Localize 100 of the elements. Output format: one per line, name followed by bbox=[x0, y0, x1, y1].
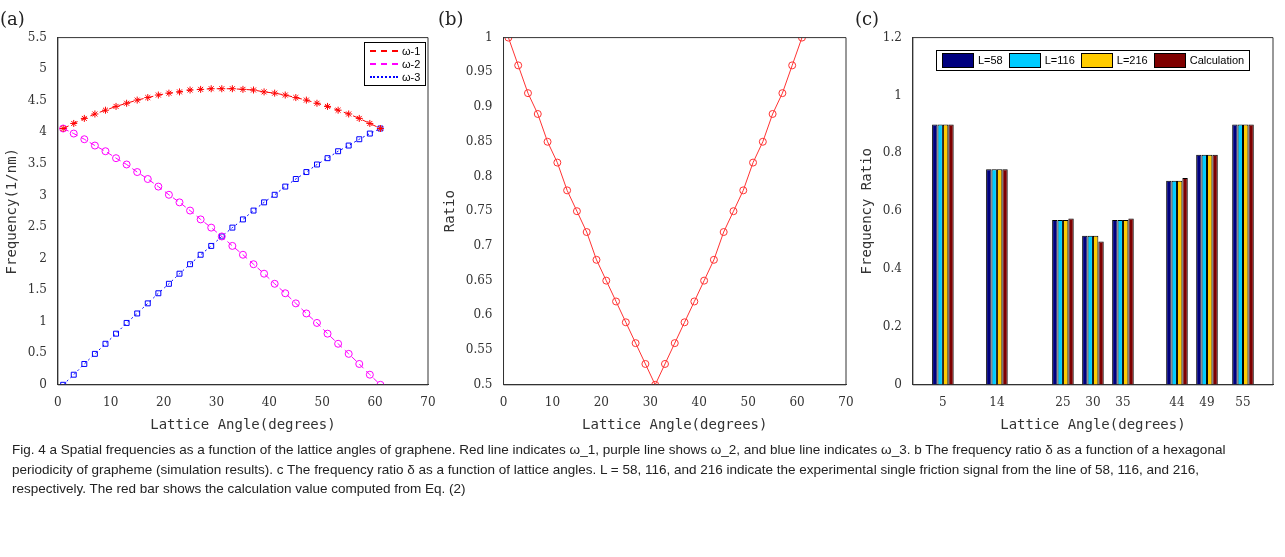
point bbox=[239, 216, 246, 223]
point bbox=[303, 169, 310, 176]
point bbox=[208, 242, 215, 249]
point bbox=[228, 241, 237, 250]
y-tick-label: 0.6 bbox=[473, 307, 493, 322]
x-tick-label: 40 bbox=[261, 395, 278, 410]
point bbox=[334, 106, 343, 115]
point bbox=[302, 309, 311, 318]
point bbox=[533, 109, 542, 118]
x-tick-label: 14 bbox=[989, 395, 1005, 410]
x-tick-label: 0 bbox=[54, 395, 62, 410]
x-tick-label: 0 bbox=[499, 395, 508, 410]
point bbox=[238, 85, 247, 94]
y-tick-label: 0.8 bbox=[473, 168, 493, 183]
x-tick-label: 30 bbox=[208, 395, 225, 410]
legend-label: L=216 bbox=[1116, 54, 1148, 67]
point bbox=[323, 329, 332, 338]
point bbox=[313, 161, 320, 168]
caption: Fig. 4 a Spatial frequencies as a function of the lattice angles of graphene. Red line indicates ω_1, purple line shows ω_2, and blue line indicates ω_3. b The frequency ratio δ as a function of a hexagonal periodicity of grapheme (simulation results). c The frequency ratio δ as a function of lattice angles. L = 58, 116, and 216 indicate the experimental single friction signal from the line of 58, 116, and 216, respectively. The red bar shows the calculation value computed from Eq. (2) bbox=[12, 441, 1227, 499]
x-tick-label: 60 bbox=[367, 395, 383, 410]
legend-label: L=116 bbox=[1044, 54, 1075, 67]
point bbox=[291, 299, 300, 308]
point bbox=[90, 109, 99, 118]
point bbox=[217, 84, 226, 93]
x-tick-label: 10 bbox=[544, 395, 561, 410]
point bbox=[553, 158, 562, 167]
point bbox=[101, 106, 110, 115]
point bbox=[207, 223, 216, 232]
y-tick-label: 0.6 bbox=[882, 203, 902, 218]
point bbox=[270, 279, 279, 288]
point bbox=[133, 96, 142, 105]
y-axis-title: Ratio bbox=[441, 190, 458, 233]
x-tick-label: 49 bbox=[1199, 395, 1215, 410]
point bbox=[250, 207, 257, 214]
point bbox=[165, 280, 172, 287]
y-tick-label: 0.5 bbox=[27, 345, 47, 360]
point bbox=[778, 89, 787, 98]
y-tick-label: 0.8 bbox=[882, 145, 902, 160]
point bbox=[112, 154, 121, 163]
x-tick-label: 50 bbox=[314, 395, 330, 410]
point bbox=[355, 114, 364, 123]
point bbox=[680, 318, 689, 327]
x-tick-label: 40 bbox=[691, 395, 707, 410]
point bbox=[154, 91, 163, 100]
legend-label: L=58 bbox=[977, 54, 1003, 67]
point bbox=[249, 260, 258, 269]
point bbox=[229, 224, 236, 231]
point bbox=[186, 206, 195, 215]
point bbox=[133, 168, 142, 177]
y-tick-label: 1.2 bbox=[882, 29, 902, 44]
point bbox=[612, 297, 621, 306]
point bbox=[660, 359, 669, 368]
y-tick-label: 0.7 bbox=[473, 238, 493, 253]
point bbox=[355, 359, 364, 368]
x-tick-label: 5 bbox=[939, 395, 947, 410]
point bbox=[334, 339, 343, 348]
x-tick-label: 30 bbox=[1085, 395, 1101, 410]
y-tick-label: 5.5 bbox=[27, 29, 47, 44]
y-tick-label: 0.75 bbox=[465, 203, 493, 218]
point bbox=[282, 183, 289, 190]
point bbox=[365, 370, 374, 379]
point bbox=[260, 269, 269, 278]
point bbox=[670, 339, 679, 348]
point bbox=[101, 147, 110, 156]
point bbox=[768, 109, 777, 118]
chart-title: (a) bbox=[0, 8, 25, 30]
point bbox=[563, 186, 572, 195]
point bbox=[69, 129, 78, 138]
point bbox=[187, 261, 194, 268]
y-tick-label: 1.5 bbox=[27, 282, 47, 297]
chart-title: (b) bbox=[438, 8, 464, 30]
point bbox=[291, 93, 300, 102]
point bbox=[709, 255, 718, 264]
point bbox=[365, 119, 374, 128]
point bbox=[323, 102, 332, 111]
point bbox=[602, 276, 611, 285]
point bbox=[228, 84, 237, 93]
point bbox=[788, 61, 797, 70]
legend-label: ω-1 bbox=[402, 44, 421, 57]
point bbox=[69, 119, 78, 128]
point bbox=[176, 270, 183, 277]
point bbox=[366, 130, 373, 137]
point bbox=[90, 141, 99, 150]
y-tick-label: 5 bbox=[39, 61, 47, 76]
point bbox=[312, 99, 321, 108]
point bbox=[112, 102, 121, 111]
point bbox=[261, 199, 268, 206]
point bbox=[70, 371, 77, 378]
x-tick-label: 30 bbox=[642, 395, 658, 410]
point bbox=[700, 276, 709, 285]
point bbox=[144, 300, 151, 307]
y-tick-label: 1 bbox=[894, 87, 902, 102]
point bbox=[312, 318, 321, 327]
point bbox=[523, 89, 532, 98]
point bbox=[91, 350, 98, 357]
point bbox=[197, 251, 204, 258]
point bbox=[155, 290, 162, 297]
y-tick-label: 0.5 bbox=[473, 376, 493, 391]
point bbox=[292, 176, 299, 182]
point bbox=[80, 135, 89, 144]
